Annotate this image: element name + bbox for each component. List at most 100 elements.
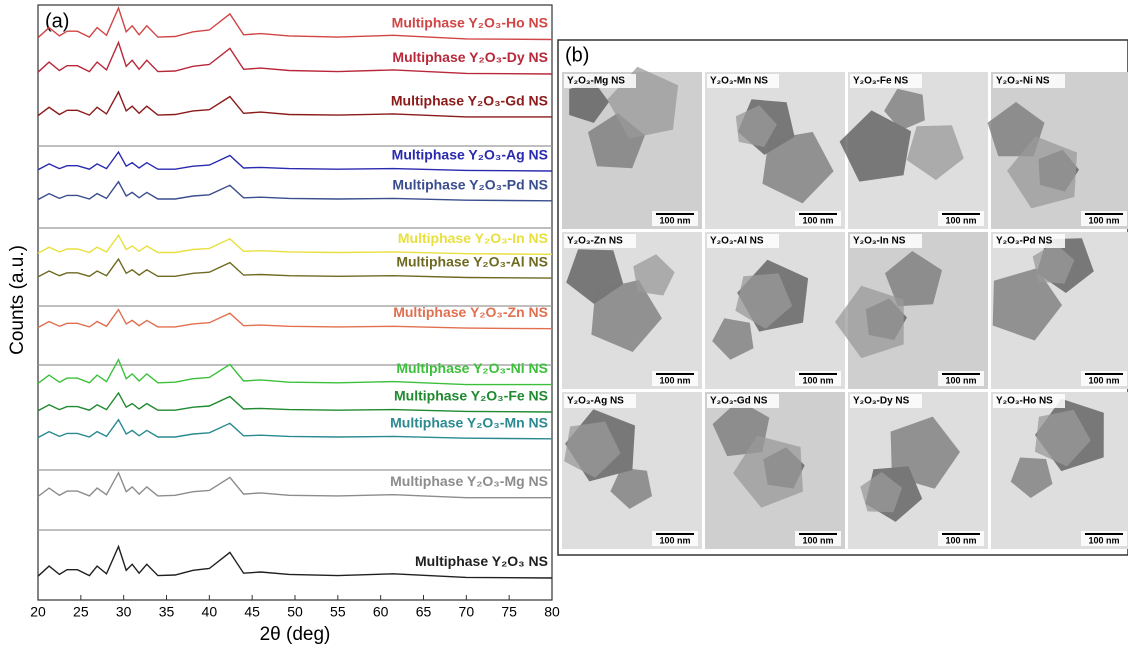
xrd-trace [37, 391, 553, 413]
scale-label: 100 nm [802, 535, 833, 545]
tem-image: Y₂O₃-Mn NS 100 nm [705, 72, 845, 229]
xrd-trace [37, 418, 553, 440]
label-box [850, 394, 922, 408]
xrd-trace [37, 544, 553, 579]
scale-label: 100 nm [1088, 215, 1119, 225]
image-label: Y₂O₃-Pd NS [996, 236, 1053, 247]
nanosheet [860, 472, 903, 513]
scale-label: 100 nm [802, 215, 833, 225]
nanosheet [712, 318, 754, 360]
image-label: Y₂O₃-Dy NS [853, 396, 910, 407]
nanosheet [735, 105, 777, 147]
series-label: Multiphase Y₂O₃-Zn NS [393, 304, 548, 320]
nanosheet [564, 421, 621, 478]
series-label: Multiphase Y₂O₃-Ho NS [392, 14, 548, 30]
series-label: Multiphase Y₂O₃-Mg NS [390, 473, 548, 489]
x-tick-label: 60 [373, 604, 389, 620]
xrd-trace [37, 90, 552, 118]
x-tick-label: 55 [330, 604, 346, 620]
image-label: Y₂O₃-Mn NS [710, 76, 768, 87]
scale-label: 100 nm [1088, 375, 1119, 385]
series-label: Multiphase Y₂O₃ NS [415, 553, 548, 569]
y-axis-label: Counts (a.u.) [7, 245, 28, 355]
nanosheet [1010, 457, 1053, 498]
x-tick-label: 75 [501, 604, 517, 620]
x-tick-label: 20 [30, 604, 46, 620]
scale-label: 100 nm [945, 375, 976, 385]
nanosheet [884, 88, 925, 131]
label-box [850, 234, 922, 248]
label-box [993, 394, 1065, 408]
nanosheet [633, 254, 675, 296]
scale-label: 100 nm [802, 375, 833, 385]
scale-label: 100 nm [1088, 535, 1119, 545]
series-label: Multiphase Y₂O₃-Ag NS [392, 147, 548, 163]
label-box [850, 74, 922, 88]
image-label: Y₂O₃-Ag NS [567, 396, 624, 407]
nanosheet [835, 285, 904, 359]
label-box [993, 74, 1065, 88]
series-label: Multiphase Y₂O₃-Mn NS [390, 414, 548, 430]
xrd-trace [37, 257, 553, 279]
series-label: Multiphase Y₂O₃-Ni NS [396, 360, 548, 376]
image-label: Y₂O₃-Fe NS [853, 76, 909, 87]
label-box [707, 234, 779, 248]
x-tick-label: 65 [416, 604, 432, 620]
image-label: Y₂O₃-In NS [853, 236, 906, 247]
label-box [707, 74, 779, 88]
image-label: Y₂O₃-Mg NS [567, 76, 625, 87]
tem-image: Y₂O₃-Mg NS 100 nm [562, 66, 702, 229]
panel-label: (b) [565, 44, 589, 66]
nanosheet [885, 251, 942, 307]
image-label: Y₂O₃-Ho NS [996, 396, 1053, 407]
series-label: Multiphase Y₂O₃-Gd NS [391, 92, 548, 108]
nanosheet [1032, 243, 1075, 284]
label-box [564, 394, 636, 408]
label-box [707, 394, 779, 408]
tem-image: Y₂O₃-Ho NS 100 nm [991, 392, 1128, 549]
x-tick-label: 25 [73, 604, 89, 620]
x-tick-label: 30 [116, 604, 132, 620]
series-label: Multiphase Y₂O₃-Dy NS [392, 49, 548, 65]
x-tick-label: 40 [202, 604, 218, 620]
nanosheet [762, 131, 834, 204]
series-label: Multiphase Y₂O₃-In NS [398, 230, 548, 246]
xrd-trace [37, 357, 552, 386]
panel-label: (a) [45, 10, 69, 32]
series-label: Multiphase Y₂O₃-Al NS [396, 254, 548, 270]
x-tick-label: 35 [159, 604, 175, 620]
series-label: Multiphase Y₂O₃-Fe NS [394, 387, 548, 403]
tem-image: Y₂O₃-Dy NS 100 nm [848, 392, 988, 549]
series-label: Multiphase Y₂O₃-Pd NS [392, 176, 548, 192]
nanosheet [1007, 136, 1077, 209]
nanosheet [610, 467, 652, 509]
nanosheet [735, 273, 793, 329]
tem-image: Y₂O₃-In NS 100 nm [835, 232, 988, 389]
tem-image: Y₂O₃-Fe NS 100 nm [839, 72, 988, 229]
x-tick-label: 50 [287, 604, 303, 620]
scale-label: 100 nm [659, 375, 690, 385]
nanosheet [906, 125, 964, 180]
tem-image: Y₂O₃-Gd NS 100 nm [705, 392, 845, 549]
x-tick-label: 70 [459, 604, 475, 620]
nanosheet [992, 268, 1062, 341]
label-box [564, 74, 636, 88]
nanosheet [569, 81, 609, 123]
nanosheet [1034, 409, 1091, 467]
image-label: Y₂O₃-Al NS [710, 236, 764, 247]
scale-label: 100 nm [945, 535, 976, 545]
image-label: Y₂O₃-Zn NS [567, 236, 623, 247]
label-box [564, 234, 636, 248]
xrd-trace [37, 471, 552, 499]
xrd-trace [37, 150, 553, 172]
image-label: Y₂O₃-Ni NS [996, 76, 1050, 87]
xrd-trace [37, 233, 553, 255]
scale-label: 100 nm [945, 215, 976, 225]
image-label: Y₂O₃-Gd NS [710, 396, 768, 407]
xrd-trace [37, 180, 553, 202]
tem-image: Y₂O₃-Pd NS 100 nm [991, 232, 1128, 389]
xrd-trace [37, 308, 553, 330]
tem-image: Y₂O₃-Al NS 100 nm [705, 232, 845, 389]
nanosheet [890, 416, 960, 489]
